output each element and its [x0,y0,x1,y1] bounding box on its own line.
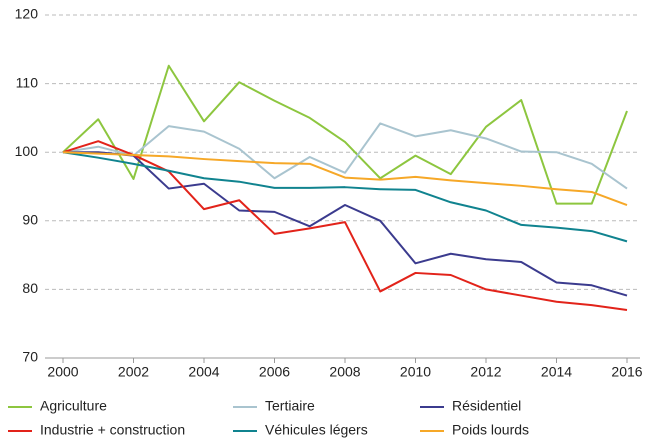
legend-label: Véhicules légers [265,422,368,438]
x-tick-label: 2008 [329,364,360,380]
x-tick-label: 2000 [47,364,78,380]
series-line [62,64,628,205]
legend-label: Tertiaire [265,398,315,414]
x-tick-label: 2014 [541,364,572,380]
series-line [62,122,628,190]
x-tick-label: 2006 [259,364,290,380]
x-tick-label: 2004 [188,364,219,380]
legend-label: Résidentiel [452,398,521,414]
y-tick-label: 120 [15,6,39,22]
series-line [62,151,628,206]
series-line [63,151,628,297]
series-line [62,151,628,243]
y-tick-label: 90 [22,212,38,228]
y-tick-label: 70 [22,349,38,365]
series-line [62,140,628,311]
x-tick-label: 2012 [470,364,501,380]
x-tick-label: 2016 [611,364,642,380]
x-tick-label: 2010 [400,364,431,380]
legend-label: Poids lourds [452,422,529,438]
legend-label: Agriculture [40,398,107,414]
x-tick-label: 2002 [118,364,149,380]
y-tick-label: 110 [16,74,39,90]
legend-label: Industrie + construction [40,422,185,438]
y-tick-label: 100 [15,143,39,159]
y-tick-label: 80 [22,280,38,296]
